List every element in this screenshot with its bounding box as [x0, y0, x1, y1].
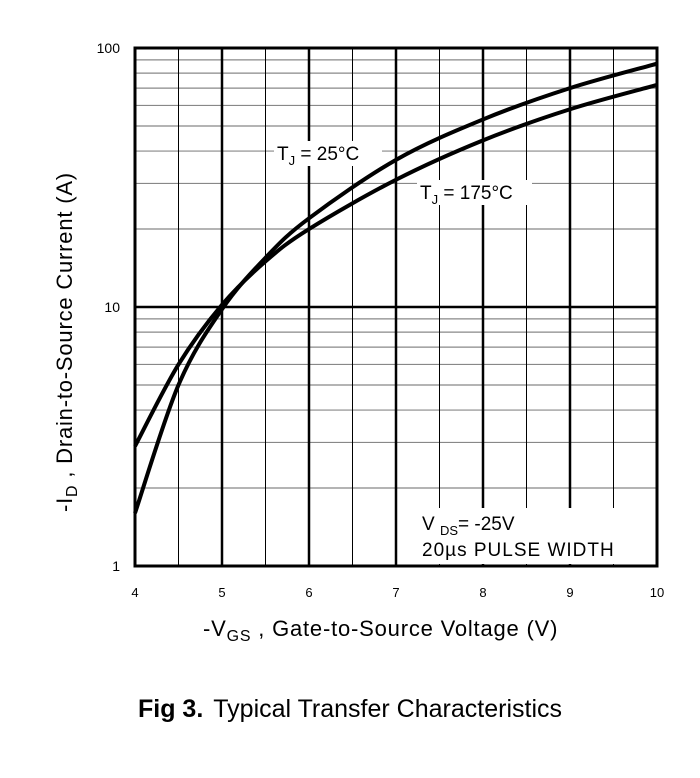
x-tick-label: 7 [392, 585, 399, 600]
series-line-tj175 [133, 83, 658, 448]
figure-caption: Fig 3. Typical Transfer Characteristics [0, 695, 700, 724]
annotation-tj175: TJ = 175°C [420, 183, 513, 207]
annotation-vds: V DS= -25V [422, 514, 515, 538]
x-tick-label: 4 [131, 585, 138, 600]
annotation-pulse-width: 20µs PULSE WIDTH [422, 540, 615, 561]
x-tick-label: 5 [218, 585, 225, 600]
annotation-tj25: TJ = 25°C [277, 144, 359, 168]
x-tick-label: 8 [479, 585, 486, 600]
y-tick-label: 100 [97, 40, 121, 56]
x-axis-title: -VGS , Gate-to-Source Voltage (V) [203, 616, 558, 645]
conditions-bg [416, 508, 652, 564]
x-tick-label: 6 [305, 585, 312, 600]
y-tick-label: 1 [112, 558, 120, 574]
x-tick-label: 9 [566, 585, 573, 600]
x-tick-label: 10 [650, 585, 664, 600]
figure-number: Fig 3. [137, 695, 204, 723]
plot-frame [133, 46, 659, 568]
figure-title: Typical Transfer Characteristics [213, 695, 562, 723]
annotation-tj25-bg [274, 141, 382, 166]
y-tick-label: 10 [104, 299, 120, 315]
series-line-tj25 [133, 61, 658, 514]
annotation-tj175-bg [417, 180, 532, 205]
y-axis-title: -ID , Drain-to-Source Current (A) [52, 172, 81, 512]
